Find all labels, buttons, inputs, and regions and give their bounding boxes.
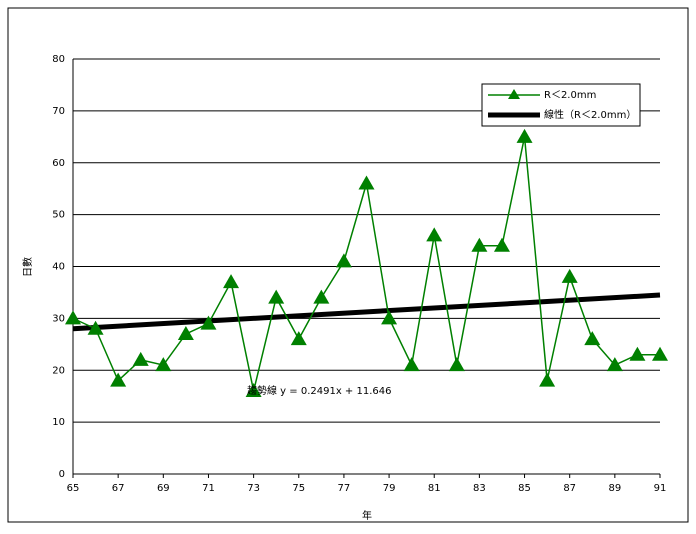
- y-tick-label: 70: [52, 106, 65, 117]
- marker: [177, 325, 194, 340]
- marker: [245, 383, 262, 397]
- legend-marker: [508, 89, 520, 99]
- x-tick-label: 71: [202, 483, 215, 494]
- marker: [516, 128, 533, 143]
- marker: [223, 274, 240, 289]
- marker: [200, 315, 217, 330]
- x-tick-label: 69: [157, 483, 170, 494]
- x-tick-label: 79: [383, 483, 396, 494]
- x-tick-label: 75: [292, 483, 305, 494]
- legend-label: R＜2.0mm: [544, 90, 596, 101]
- marker: [584, 331, 601, 346]
- marker: [426, 227, 443, 242]
- y-tick-label: 50: [52, 210, 65, 221]
- y-axis-label: 日數: [21, 257, 34, 277]
- y-tick-label: 40: [52, 262, 65, 273]
- x-tick-label: 91: [654, 483, 667, 494]
- marker: [381, 310, 398, 325]
- marker: [403, 357, 420, 372]
- marker: [65, 310, 81, 325]
- marker: [110, 372, 127, 387]
- marker: [471, 237, 488, 252]
- marker: [290, 331, 307, 346]
- marker: [132, 351, 149, 366]
- marker: [358, 175, 375, 190]
- marker: [652, 346, 668, 361]
- x-axis-label: 年: [362, 509, 372, 522]
- y-tick-label: 0: [59, 469, 65, 480]
- trend-line: [72, 292, 661, 332]
- trend-annotation: 趨勢線 y = 0.2491x + 11.646: [247, 384, 391, 397]
- marker: [629, 346, 646, 361]
- x-tick-label: 83: [473, 483, 486, 494]
- x-tick-label: 73: [247, 483, 260, 494]
- legend-box: [481, 83, 641, 127]
- y-tick-label: 80: [52, 54, 65, 65]
- x-tick-label: 77: [338, 483, 351, 494]
- x-tick-label: 85: [518, 483, 531, 494]
- y-tick-label: 30: [52, 313, 65, 324]
- marker: [561, 268, 578, 283]
- marker: [335, 253, 352, 268]
- marker: [493, 237, 510, 252]
- y-tick-label: 20: [52, 365, 65, 376]
- x-tick-label: 81: [428, 483, 441, 494]
- marker: [87, 320, 104, 335]
- marker: [539, 372, 556, 387]
- marker: [313, 289, 330, 304]
- marker: [155, 357, 172, 372]
- y-tick-label: 60: [52, 158, 65, 169]
- x-tick-label: 87: [563, 483, 576, 494]
- x-tick-label: 65: [67, 483, 80, 494]
- marker: [268, 289, 285, 304]
- x-tick-label: 67: [112, 483, 125, 494]
- y-tick-label: 10: [52, 417, 65, 428]
- legend-label: 線性（R＜2.0mm）: [544, 108, 636, 121]
- marker: [606, 357, 623, 372]
- marker: [448, 357, 465, 372]
- x-tick-label: 89: [608, 483, 621, 494]
